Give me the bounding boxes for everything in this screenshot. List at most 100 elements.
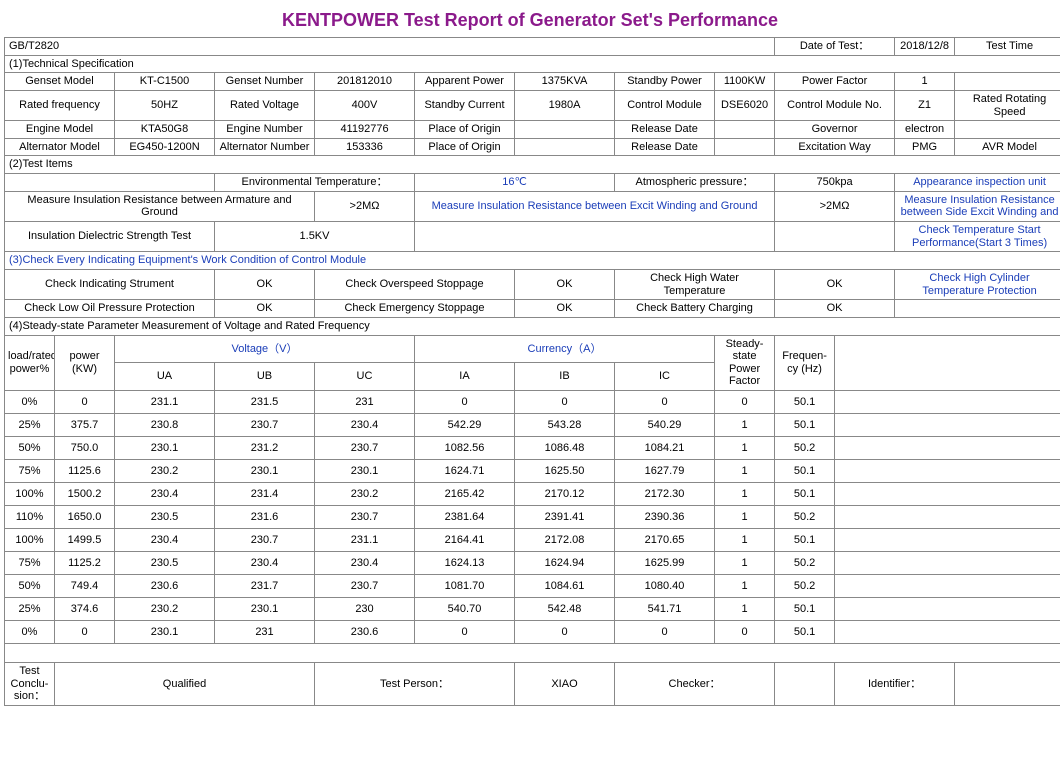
cell: 50HZ	[115, 90, 215, 120]
cell: Control Module	[615, 90, 715, 120]
cell	[835, 437, 1060, 460]
cell: 230.1	[115, 621, 215, 644]
cell: 231.1	[115, 391, 215, 414]
cell: 0	[715, 621, 775, 644]
cell: Genset Number	[215, 73, 315, 91]
cell	[835, 575, 1060, 598]
ss-data-row: 100%1499.5230.4230.7231.12164.412172.082…	[5, 529, 1060, 552]
footer-row: Test Conclu-sion： Qualified Test Person：…	[5, 663, 1060, 706]
cell: 540.70	[415, 598, 515, 621]
report-table: GB/T2820 Date of Test： 2018/12/8 Test Ti…	[4, 37, 1060, 706]
cell: Alternator Model	[5, 138, 115, 156]
section-4-title: (4)Steady-state Parameter Measurement of…	[5, 317, 1060, 335]
spec-row-3: Engine Model KTA50G8 Engine Number 41192…	[5, 121, 1060, 139]
cell: DSE6020	[715, 90, 775, 120]
cell: 1499.5	[55, 529, 115, 552]
cell	[835, 414, 1060, 437]
cell: 1624.71	[415, 460, 515, 483]
cell: 1100KW	[715, 73, 775, 91]
cell: Rated Voltage	[215, 90, 315, 120]
cell: >2MΩ	[775, 191, 895, 221]
cell: Standby Current	[415, 90, 515, 120]
spec-row-1: Genset Model KT-C1500 Genset Number 2018…	[5, 73, 1060, 91]
cell: 230.5	[115, 506, 215, 529]
cell: 16℃	[415, 174, 615, 192]
cell: 75%	[5, 460, 55, 483]
cell: 230.6	[315, 621, 415, 644]
cell: Check Overspeed Stoppage	[315, 269, 515, 299]
cell: 50%	[5, 575, 55, 598]
cell	[715, 121, 775, 139]
cell: Genset Model	[5, 73, 115, 91]
cell: 153336	[315, 138, 415, 156]
cell: IB	[515, 363, 615, 391]
cell: Place of Origin	[415, 121, 515, 139]
cell: 0	[415, 391, 515, 414]
cell: 230.2	[115, 598, 215, 621]
date-label: Date of Test：	[775, 38, 895, 56]
check-row-1: Check Indicating Strument OK Check Overs…	[5, 269, 1060, 299]
cell: Rated Rotating Speed	[955, 90, 1060, 120]
cell: 0	[715, 391, 775, 414]
conclusion-value: Qualified	[55, 663, 315, 706]
cell: 230.7	[315, 575, 415, 598]
cell: 0	[515, 621, 615, 644]
cell	[895, 300, 1060, 318]
cell: 0	[515, 391, 615, 414]
cell: 2172.08	[515, 529, 615, 552]
cell	[715, 138, 775, 156]
cell: UB	[215, 363, 315, 391]
test-row-1: Environmental Temperature： 16℃ Atmospher…	[5, 174, 1060, 192]
cell: 41192776	[315, 121, 415, 139]
cell: Place of Origin	[415, 138, 515, 156]
cell: 110%	[5, 506, 55, 529]
ss-head-1: load/rated power% power (KW) Voltage（V） …	[5, 335, 1060, 363]
cell: 2390.36	[615, 506, 715, 529]
cell: power (KW)	[55, 335, 115, 391]
cell: Z1	[895, 90, 955, 120]
cell: 1	[715, 575, 775, 598]
cell: 231.4	[215, 483, 315, 506]
cell: 1980A	[515, 90, 615, 120]
cell: 540.29	[615, 414, 715, 437]
cell: 2170.65	[615, 529, 715, 552]
ss-data-row: 100%1500.2230.4231.4230.22165.422170.122…	[5, 483, 1060, 506]
cell: 231.7	[215, 575, 315, 598]
cell: 50.1	[775, 598, 835, 621]
test-row-2: Measure Insulation Resistance between Ar…	[5, 191, 1060, 221]
ss-data-row: 75%1125.2230.5230.4230.41624.131624.9416…	[5, 552, 1060, 575]
cell: Check Emergency Stoppage	[315, 300, 515, 318]
cell: 2172.30	[615, 483, 715, 506]
cell: 230.2	[115, 460, 215, 483]
cell: PMG	[895, 138, 955, 156]
conclusion-label: Test Conclu-sion：	[5, 663, 55, 706]
cell: 230	[315, 598, 415, 621]
checker-label: Checker：	[615, 663, 775, 706]
cell	[515, 121, 615, 139]
cell: 2164.41	[415, 529, 515, 552]
cell: 1	[715, 598, 775, 621]
cell: 542.29	[415, 414, 515, 437]
spacer-row	[5, 644, 1060, 663]
cell	[835, 335, 1060, 391]
person-value: XIAO	[515, 663, 615, 706]
cell: 2165.42	[415, 483, 515, 506]
cell: 1627.79	[615, 460, 715, 483]
cell: 1082.56	[415, 437, 515, 460]
ss-data-row: 25%375.7230.8230.7230.4542.29543.28540.2…	[5, 414, 1060, 437]
cell: 0	[615, 621, 715, 644]
cell: OK	[215, 269, 315, 299]
ss-data-row: 25%374.6230.2230.1230540.70542.48541.711…	[5, 598, 1060, 621]
section-2-title: (2)Test Items	[5, 156, 1060, 174]
cell: Engine Number	[215, 121, 315, 139]
cell: Insulation Dielectric Strength Test	[5, 222, 215, 252]
cell: 231.1	[315, 529, 415, 552]
cell: 0	[55, 391, 115, 414]
cell: 1624.13	[415, 552, 515, 575]
cell: Excitation Way	[775, 138, 895, 156]
cell	[415, 222, 775, 252]
cell: 230.4	[315, 552, 415, 575]
cell: 0%	[5, 391, 55, 414]
cell: 230.7	[315, 437, 415, 460]
cell: 543.28	[515, 414, 615, 437]
